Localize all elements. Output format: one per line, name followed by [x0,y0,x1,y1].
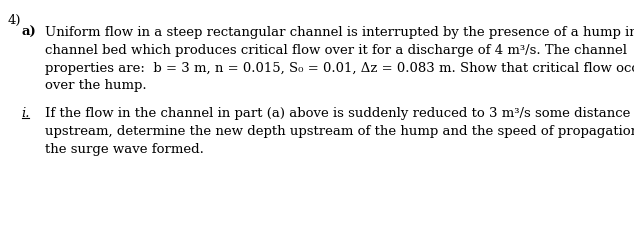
Text: channel bed which produces critical flow over it for a discharge of 4 m³/s. The : channel bed which produces critical flow… [44,44,626,57]
Text: upstream, determine the new depth upstream of the hump and the speed of propagat: upstream, determine the new depth upstre… [44,125,634,138]
Text: i.: i. [22,107,30,120]
Text: a): a) [22,26,36,39]
Text: 4): 4) [7,14,21,27]
Text: the surge wave formed.: the surge wave formed. [44,143,204,156]
Text: If the flow in the channel in part (a) above is suddenly reduced to 3 m³/s some : If the flow in the channel in part (a) a… [44,107,630,120]
Text: properties are:  b = 3 m, n = 0.015, S₀ = 0.01, Δz = 0.083 m. Show that critical: properties are: b = 3 m, n = 0.015, S₀ =… [44,62,634,75]
Text: Uniform flow in a steep rectangular channel is interrupted by the presence of a : Uniform flow in a steep rectangular chan… [44,26,634,39]
Text: over the hump.: over the hump. [44,79,146,92]
